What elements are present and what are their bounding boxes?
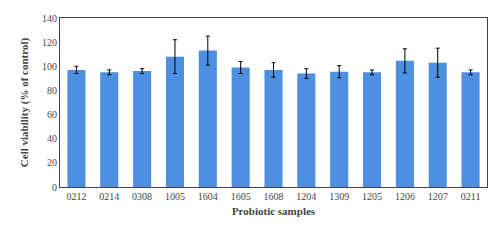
svg-text:1608: 1608: [264, 191, 284, 202]
svg-text:100: 100: [42, 61, 57, 72]
svg-text:1605: 1605: [231, 191, 251, 202]
svg-text:1204: 1204: [296, 191, 316, 202]
svg-text:80: 80: [47, 85, 57, 96]
svg-text:1604: 1604: [198, 191, 218, 202]
svg-text:0211: 0211: [461, 191, 481, 202]
svg-text:120: 120: [42, 37, 57, 48]
svg-text:1309: 1309: [329, 191, 349, 202]
svg-text:0212: 0212: [66, 191, 86, 202]
svg-text:Cell viability (% of control): Cell viability (% of control): [18, 37, 31, 167]
svg-text:Probiotic samples: Probiotic samples: [232, 205, 316, 217]
svg-text:0308: 0308: [132, 191, 152, 202]
svg-text:1005: 1005: [165, 191, 185, 202]
svg-text:1207: 1207: [428, 191, 448, 202]
svg-text:1205: 1205: [362, 191, 382, 202]
svg-text:0: 0: [52, 182, 57, 193]
svg-text:60: 60: [47, 109, 57, 120]
svg-text:20: 20: [47, 157, 57, 168]
svg-text:40: 40: [47, 133, 57, 144]
svg-text:0214: 0214: [99, 191, 119, 202]
svg-text:140: 140: [42, 13, 57, 24]
svg-text:1206: 1206: [395, 191, 415, 202]
